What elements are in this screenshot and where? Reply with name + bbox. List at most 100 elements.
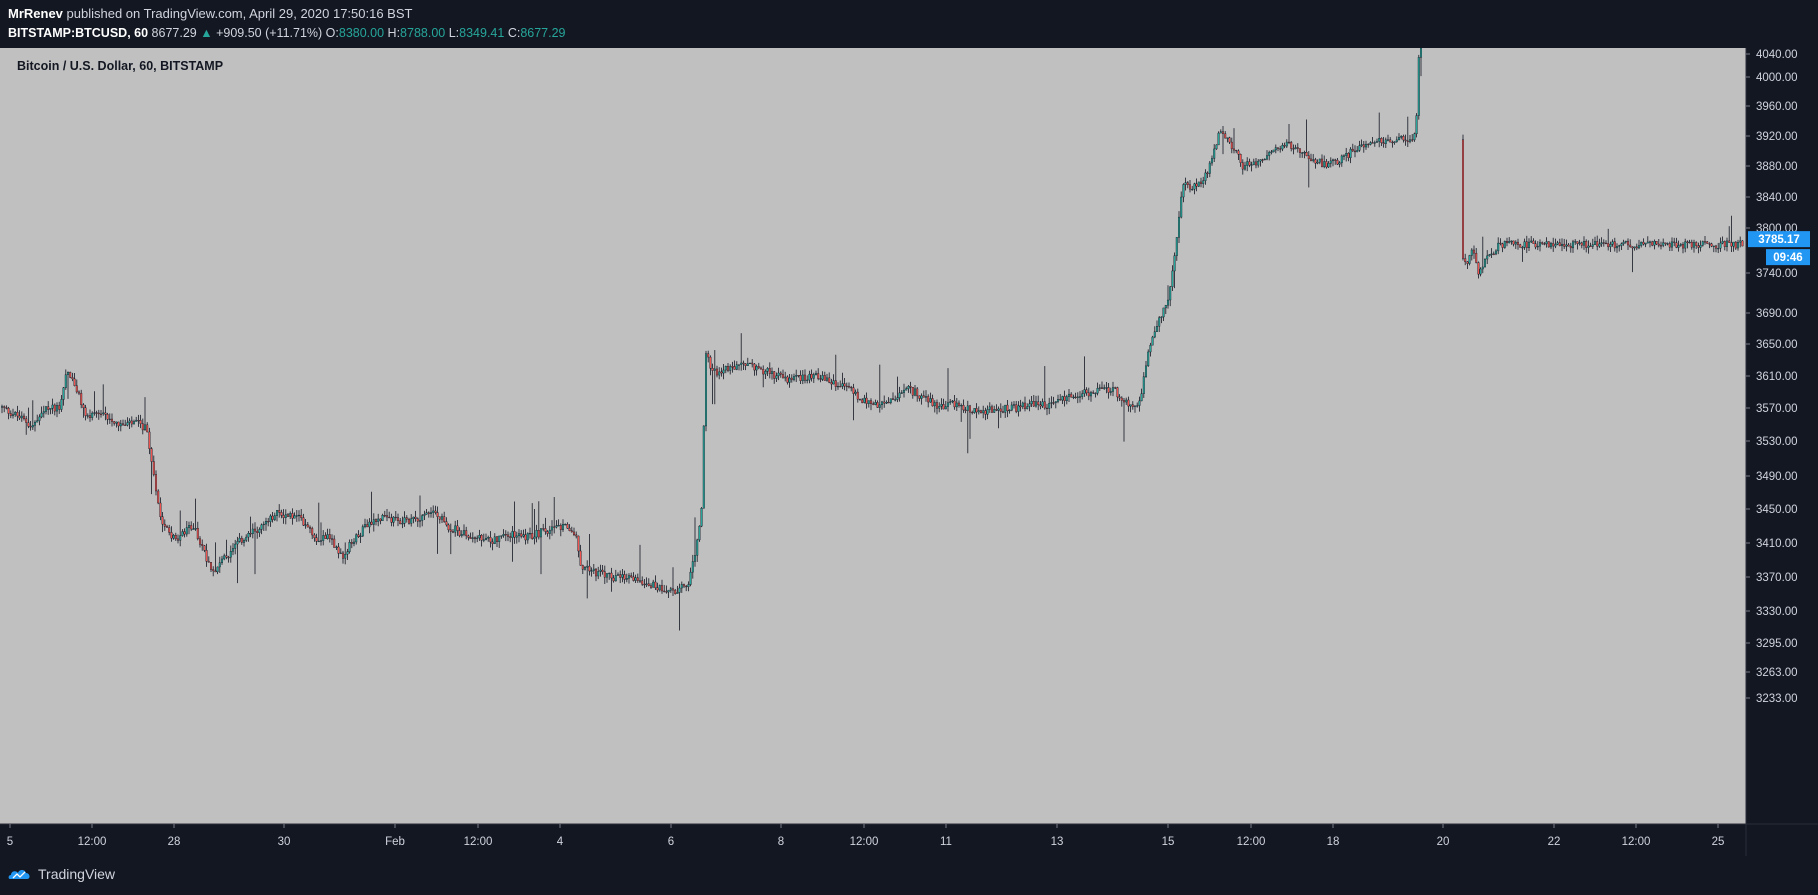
candle-up (1250, 164, 1253, 166)
candle-up (940, 404, 943, 407)
candle-down (1558, 242, 1561, 246)
time-axis[interactable]: 5 12:00 28 30 Feb 12:00 4 6 8 12:00 11 13 15 12:00 18 2… (7, 824, 1725, 848)
candle-up (867, 400, 870, 404)
candle-down (416, 518, 419, 522)
time-tick-label: 8 (778, 836, 784, 848)
candle-down (742, 362, 745, 365)
candle-up (988, 406, 991, 410)
candle-up (454, 525, 457, 533)
candle-up (1653, 241, 1656, 246)
time-tick-label: 20 (1437, 836, 1450, 848)
candle-down (1563, 243, 1566, 247)
candle-up (599, 569, 602, 572)
candle-down (909, 386, 912, 388)
price-tick-label: 3330.00 (1756, 606, 1798, 618)
candle-down (581, 565, 584, 570)
candle-down (357, 534, 360, 537)
candle-down (1224, 133, 1227, 139)
candle-up (1739, 240, 1742, 243)
price-chart[interactable]: 4040.00 4000.00 3960.00 3920.00 3880.00 3840.… (0, 48, 1818, 856)
last-price-marker: 3785.17 09:46 (1748, 231, 1810, 266)
candle-down (1389, 139, 1392, 143)
candle-up (1413, 133, 1416, 141)
candle-down (170, 532, 173, 539)
candle-up (1725, 240, 1728, 247)
candle-up (36, 420, 39, 423)
candle-down (819, 378, 822, 380)
candle-up (51, 404, 54, 409)
candle-down (1325, 161, 1328, 168)
price-tick-label: 3690.00 (1756, 308, 1798, 320)
candle-down (610, 572, 613, 579)
price-tick-label: 3530.00 (1756, 436, 1798, 448)
price-tick-label: 3570.00 (1756, 403, 1798, 415)
candle-up (1384, 139, 1387, 144)
candle-down (1100, 387, 1103, 389)
candle-down (1655, 241, 1658, 245)
candle-down (1307, 155, 1310, 160)
candle-down (1569, 245, 1572, 249)
candle-up (102, 412, 105, 415)
candle-up (185, 527, 188, 535)
candle-down (1241, 162, 1244, 170)
candle-up (368, 521, 371, 528)
candle-up (1125, 399, 1128, 403)
candle-down (110, 418, 113, 422)
candle-down (1380, 138, 1383, 144)
candle-down (810, 373, 813, 379)
tradingview-brand: TradingView (38, 866, 116, 882)
candle-down (1516, 241, 1519, 245)
candle-down (1567, 244, 1570, 247)
candle-up (346, 551, 349, 555)
candle-down (632, 576, 635, 581)
candle-up (548, 529, 551, 534)
candle-down (843, 383, 846, 387)
candles-layer (1, 48, 1744, 631)
candle-down (146, 424, 149, 433)
candle-up (1089, 392, 1092, 397)
candle-up (1208, 162, 1211, 174)
candle-up (694, 555, 697, 562)
candle-up (1701, 241, 1704, 246)
price-axis[interactable]: 4040.00 4000.00 3960.00 3920.00 3880.00 3840.… (1746, 49, 1798, 705)
candle-up (1571, 241, 1574, 249)
candle-up (1591, 244, 1594, 247)
candle-down (174, 535, 177, 540)
candle-down (370, 521, 373, 525)
candle-up (359, 535, 362, 538)
price-tick-label: 3650.00 (1756, 339, 1798, 351)
candle-up (1342, 155, 1345, 157)
tradingview-logo[interactable]: TradingView (8, 866, 115, 882)
candle-down (753, 363, 756, 371)
candle-up (1415, 115, 1418, 135)
candle-up (478, 535, 481, 539)
candle-up (229, 551, 232, 558)
candle-down (1464, 258, 1467, 263)
candle-up (1281, 145, 1284, 150)
candle-down (331, 538, 334, 540)
candle-down (1232, 148, 1235, 151)
candle-up (293, 515, 296, 519)
time-tick-label: 12:00 (1237, 836, 1266, 848)
candle-up (1162, 307, 1165, 318)
candle-up (746, 363, 749, 366)
candle-up (1620, 243, 1623, 246)
candle-down (469, 537, 472, 539)
candle-up (498, 535, 501, 542)
author-name[interactable]: MrRenev (8, 6, 63, 21)
price-tick-label: 3263.00 (1756, 667, 1798, 679)
chart-area[interactable]: 4040.00 4000.00 3960.00 3920.00 3880.00 3840.… (0, 48, 1818, 856)
candle-down (1589, 245, 1592, 247)
candle-up (441, 516, 444, 520)
candle-down (25, 418, 28, 423)
candle-down (1336, 159, 1339, 165)
candle-down (256, 530, 259, 533)
candle-down (865, 397, 868, 404)
symbol-name[interactable]: BITSTAMP:BTCUSD, 60 (8, 26, 149, 40)
candle-down (542, 528, 545, 530)
footer: TradingView (0, 856, 1818, 895)
candle-up (1184, 182, 1187, 185)
candle-up (696, 539, 699, 556)
chart-header: MrRenev published on TradingView.com, Ap… (0, 0, 1818, 48)
candle-up (269, 515, 272, 522)
